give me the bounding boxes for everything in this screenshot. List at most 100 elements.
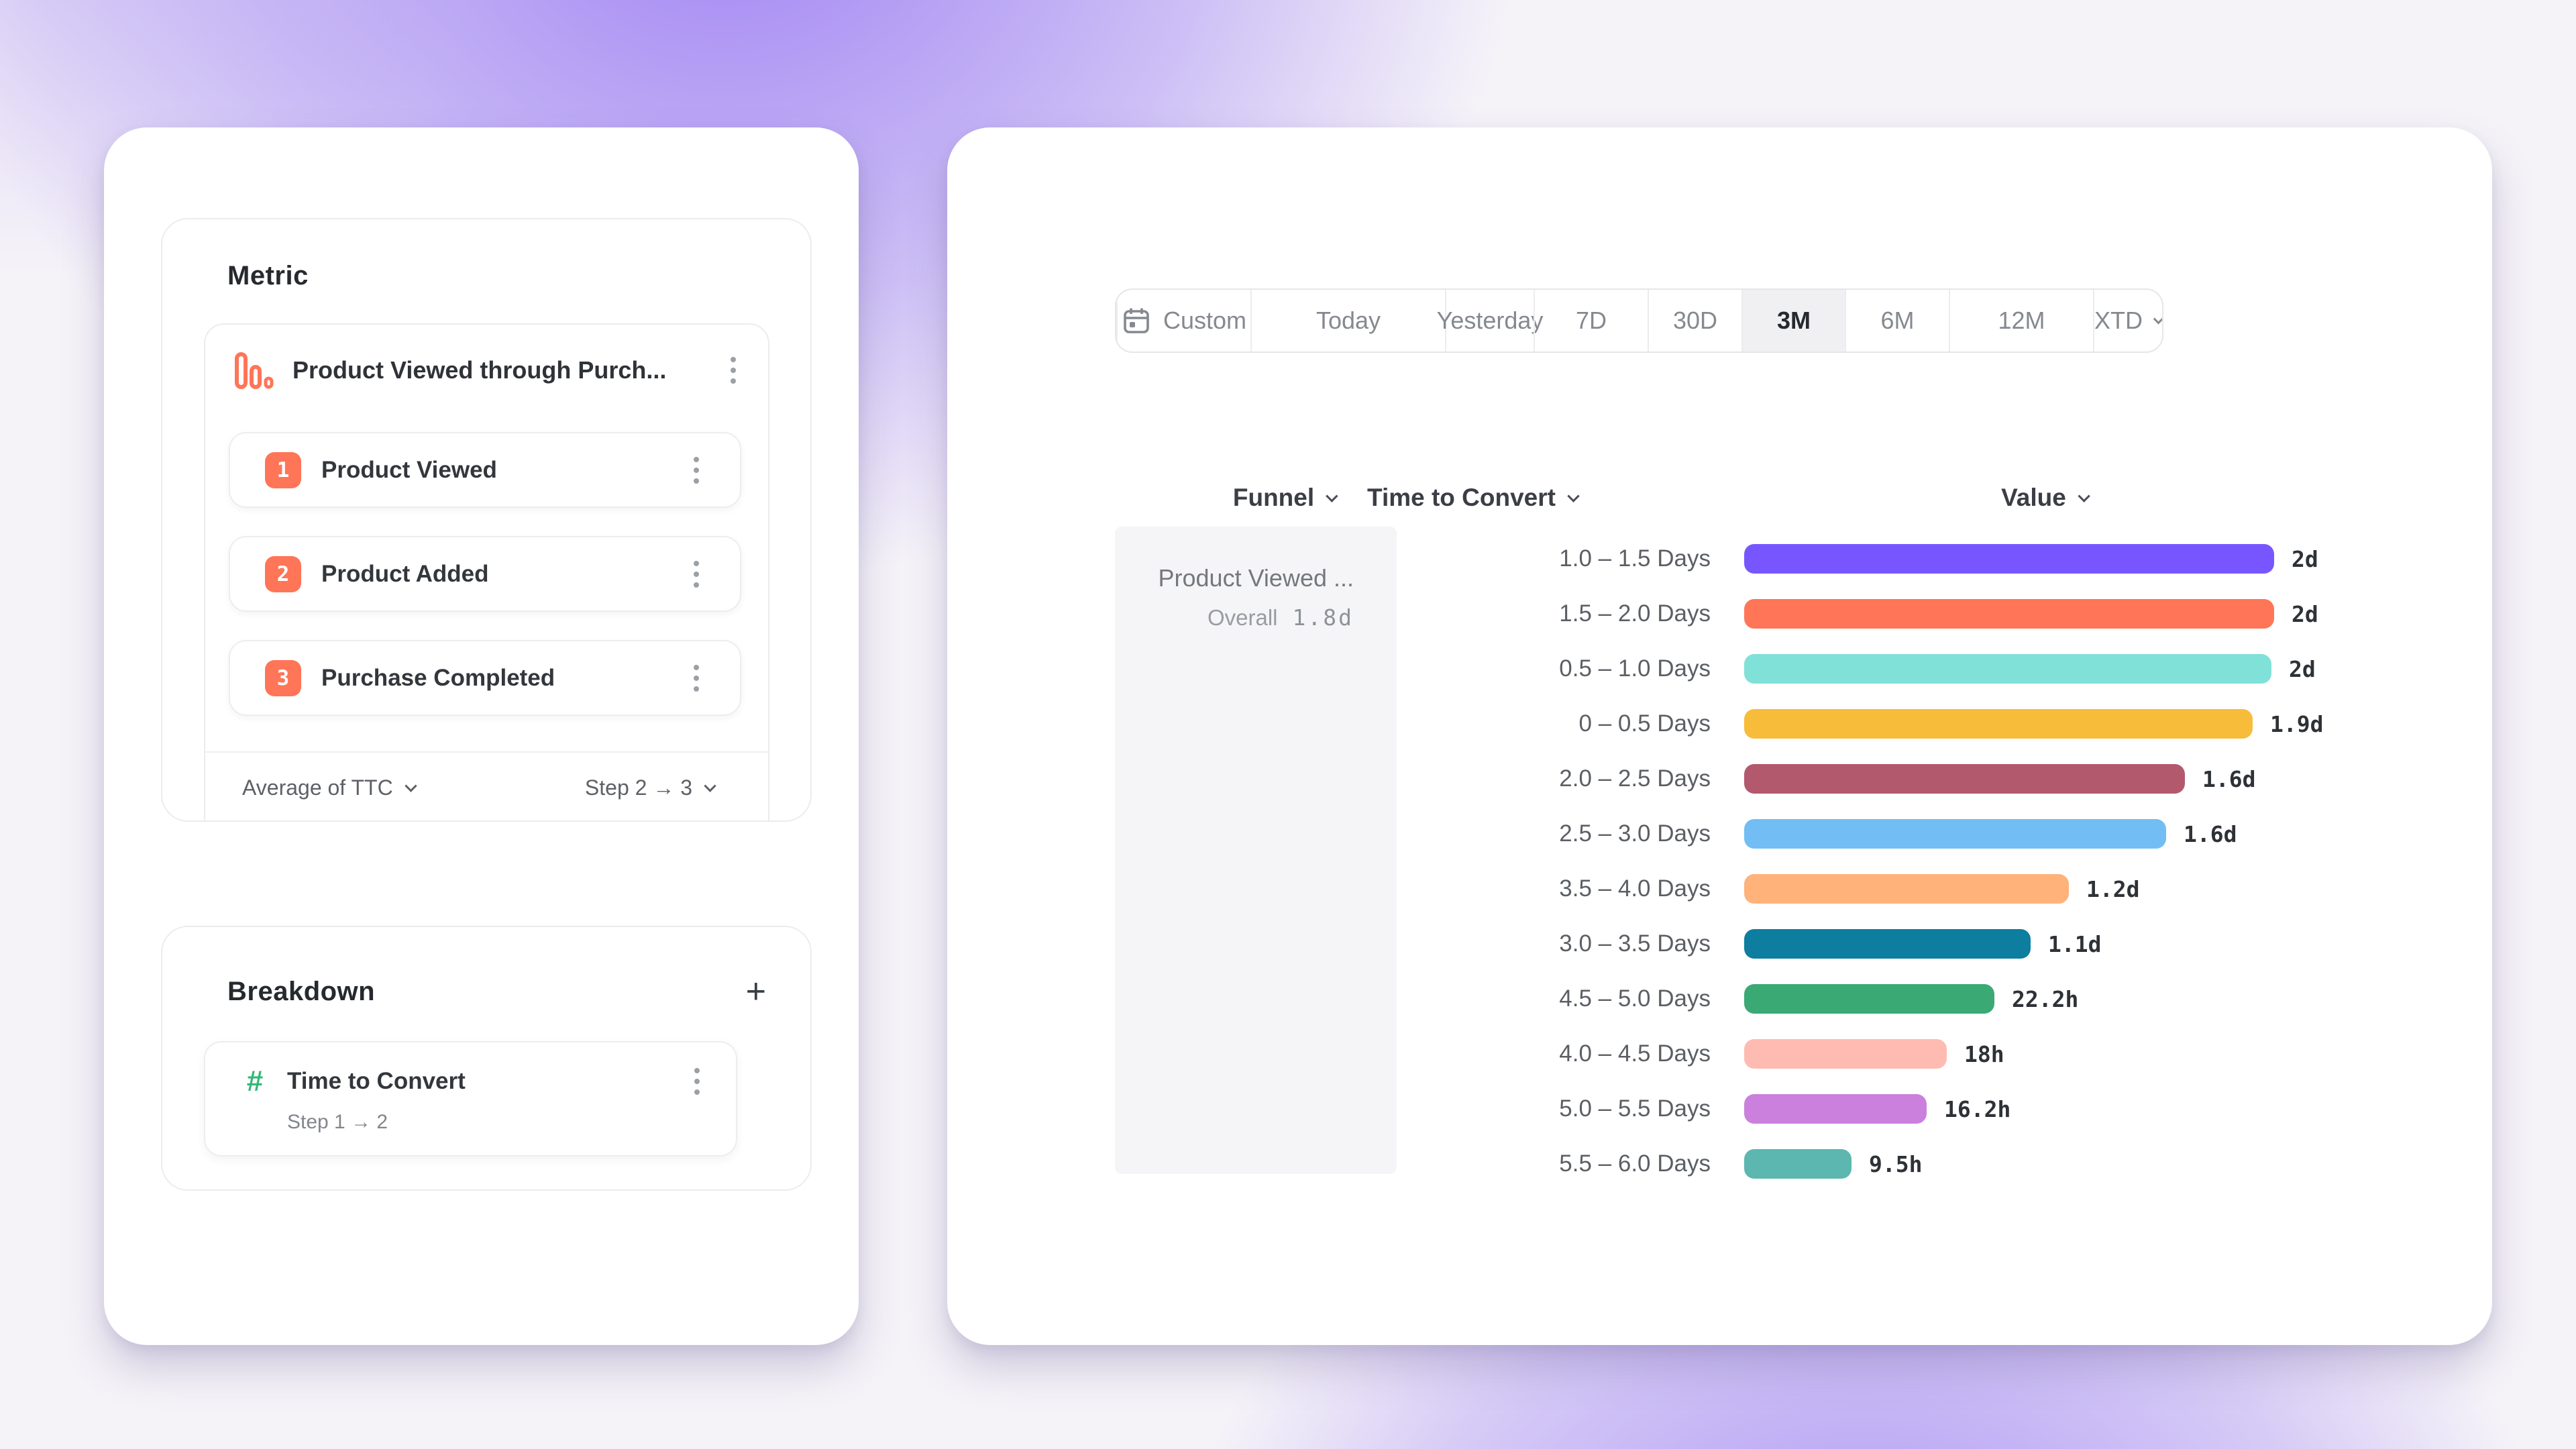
kebab-menu-icon[interactable] xyxy=(690,1064,704,1099)
kebab-menu-icon[interactable] xyxy=(690,661,703,696)
date-range-option[interactable]: 6M xyxy=(1845,290,1949,352)
date-range-option[interactable]: 30D xyxy=(1648,290,1741,352)
breakdown-step-range: Step 1 → 2 xyxy=(287,1111,388,1133)
bucket-label: 5.0 – 5.5 Days xyxy=(1559,1095,1711,1122)
date-range-option[interactable]: XTD xyxy=(2093,290,2162,352)
value-bar[interactable] xyxy=(1744,599,2274,629)
funnel-chart-icon xyxy=(233,351,275,390)
date-range-label: Custom xyxy=(1163,307,1247,334)
breakdown-row[interactable]: 0 – 0.5 Days 1.9d xyxy=(1456,696,2323,751)
breakdown-row[interactable]: 3.5 – 4.0 Days 1.2d xyxy=(1456,861,2323,916)
bar-value-label: 9.5h xyxy=(1869,1150,1923,1177)
breakdown-row[interactable]: 4.0 – 4.5 Days 18h xyxy=(1456,1026,2323,1081)
date-range-label: 12M xyxy=(1998,307,2045,334)
breakdown-row[interactable]: 2.5 – 3.0 Days 1.6d xyxy=(1456,806,2323,861)
aggregation-label: Average of TTC xyxy=(242,775,393,800)
step-range-dropdown[interactable]: Step 2 → 3 xyxy=(584,775,716,800)
bucket-label: 4.5 – 5.0 Days xyxy=(1559,985,1711,1012)
date-range-label: Yesterday xyxy=(1436,307,1544,334)
aggregation-dropdown[interactable]: Average of TTC xyxy=(242,775,417,800)
bucket-label: 1.0 – 1.5 Days xyxy=(1559,545,1711,572)
bucket-label: 0.5 – 1.0 Days xyxy=(1559,655,1711,682)
date-range-option[interactable]: Today xyxy=(1250,290,1445,352)
breakdown-row[interactable]: 1.0 – 1.5 Days 2d xyxy=(1456,531,2323,586)
overall-label: Overall xyxy=(1207,605,1278,630)
breakdown-row[interactable]: 1.5 – 2.0 Days 2d xyxy=(1456,586,2323,641)
date-range-label: 7D xyxy=(1575,307,1607,334)
bar-value-label: 18h xyxy=(1964,1040,2004,1067)
query-builder-panel: Metric Product Viewed through Purch... xyxy=(104,127,859,1345)
breakdown-item[interactable]: # Time to Convert Step 1 → 2 xyxy=(204,1041,737,1157)
date-range-option[interactable]: Custom xyxy=(1116,290,1250,352)
column-header-time-to-convert[interactable]: Time to Convert xyxy=(1367,483,1580,513)
value-bar[interactable] xyxy=(1744,874,2069,904)
bucket-label: 4.0 – 4.5 Days xyxy=(1559,1040,1711,1067)
date-range-label: XTD xyxy=(2094,307,2143,334)
chevron-down-icon xyxy=(2153,313,2162,324)
column-header-value[interactable]: Value xyxy=(2001,483,2090,513)
breakdown-row[interactable]: 2.0 – 2.5 Days 1.6d xyxy=(1456,751,2323,806)
breakdown-row[interactable]: 5.0 – 5.5 Days 16.2h xyxy=(1456,1081,2323,1136)
funnel-step[interactable]: 2 Product Added xyxy=(229,536,741,612)
value-bar[interactable] xyxy=(1744,709,2253,739)
add-breakdown-button[interactable]: + xyxy=(745,972,766,1011)
kebab-menu-icon[interactable] xyxy=(727,353,740,388)
breakdown-title: Breakdown xyxy=(227,976,376,1006)
step-range-label: Step 2 → 3 xyxy=(584,775,692,800)
overall-value: 1.8d xyxy=(1292,604,1354,631)
metric-title: Metric xyxy=(227,261,309,290)
value-bar[interactable] xyxy=(1744,984,1994,1014)
funnel-steps: 1 Product Viewed 2 Product Added 3 Purch… xyxy=(205,415,768,716)
step-label: Product Viewed xyxy=(321,456,497,483)
step-number-badge: 2 xyxy=(265,555,301,592)
date-range-label: Today xyxy=(1316,307,1381,334)
bar-value-label: 2d xyxy=(2292,545,2318,572)
column-header-funnel[interactable]: Funnel xyxy=(1233,483,1338,513)
date-range-option[interactable]: 7D xyxy=(1534,290,1648,352)
step-number-badge: 3 xyxy=(265,659,301,696)
bucket-label: 5.5 – 6.0 Days xyxy=(1559,1150,1711,1177)
bar-value-label: 16.2h xyxy=(1944,1095,2011,1122)
funnel-cell-name: Product Viewed ... xyxy=(1158,564,1354,592)
funnel-step[interactable]: 1 Product Viewed xyxy=(229,432,741,508)
breakdown-row[interactable]: 3.0 – 3.5 Days 1.1d xyxy=(1456,916,2323,971)
funnel-step[interactable]: 3 Purchase Completed xyxy=(229,640,741,716)
breakdown-row[interactable]: 0.5 – 1.0 Days 2d xyxy=(1456,641,2323,696)
date-range-option[interactable]: 3M xyxy=(1741,290,1845,352)
value-bar[interactable] xyxy=(1744,544,2274,574)
bar-value-label: 22.2h xyxy=(2012,985,2079,1012)
date-range-picker: Custom Today Yesterday 7D 30D xyxy=(1115,288,2163,353)
kebab-menu-icon[interactable] xyxy=(690,557,703,592)
value-bar[interactable] xyxy=(1744,1149,1851,1179)
value-bar[interactable] xyxy=(1744,654,2271,684)
value-bar[interactable] xyxy=(1744,764,2185,794)
numeric-property-icon: # xyxy=(246,1065,264,1097)
value-bar[interactable] xyxy=(1744,929,2031,959)
value-bar[interactable] xyxy=(1744,819,2166,849)
chevron-down-icon xyxy=(1567,489,1580,502)
funnel-summary-cell[interactable]: Product Viewed ... Overall 1.8d xyxy=(1115,527,1397,1174)
kebab-menu-icon[interactable] xyxy=(690,453,703,488)
value-bar[interactable] xyxy=(1744,1094,1927,1124)
breakdown-row[interactable]: 4.5 – 5.0 Days 22.2h xyxy=(1456,971,2323,1026)
bar-value-label: 1.1d xyxy=(2048,930,2102,957)
date-range-label: 6M xyxy=(1880,307,1915,334)
breakdown-row[interactable]: 5.5 – 6.0 Days 9.5h xyxy=(1456,1136,2323,1191)
report-panel: Custom Today Yesterday 7D 30D xyxy=(947,127,2492,1345)
date-range-option[interactable]: Yesterday xyxy=(1437,290,1543,352)
funnel-group-header[interactable]: Product Viewed through Purch... xyxy=(205,325,768,415)
chevron-down-icon xyxy=(405,780,417,792)
metric-section: Metric Product Viewed through Purch... xyxy=(161,218,812,822)
bucket-label: 0 – 0.5 Days xyxy=(1578,710,1711,737)
breakdown-section: Breakdown + # Time to Convert Step 1 → 2 xyxy=(161,926,812,1191)
calendar-icon xyxy=(1122,306,1151,335)
breakdown-rows: 1.0 – 1.5 Days 2d 1.5 – 2.0 Days 2d 0.5 … xyxy=(1456,531,2323,1191)
value-bar[interactable] xyxy=(1744,1039,1947,1069)
bucket-label: 2.5 – 3.0 Days xyxy=(1559,820,1711,847)
bar-value-label: 2d xyxy=(2292,600,2318,627)
step-number-badge: 1 xyxy=(265,451,301,488)
bar-value-label: 1.6d xyxy=(2184,820,2237,847)
date-range-option[interactable]: 12M xyxy=(1949,290,2093,352)
breakdown-property-label: Time to Convert xyxy=(287,1068,466,1094)
funnel-name: Product Viewed through Purch... xyxy=(292,356,667,384)
